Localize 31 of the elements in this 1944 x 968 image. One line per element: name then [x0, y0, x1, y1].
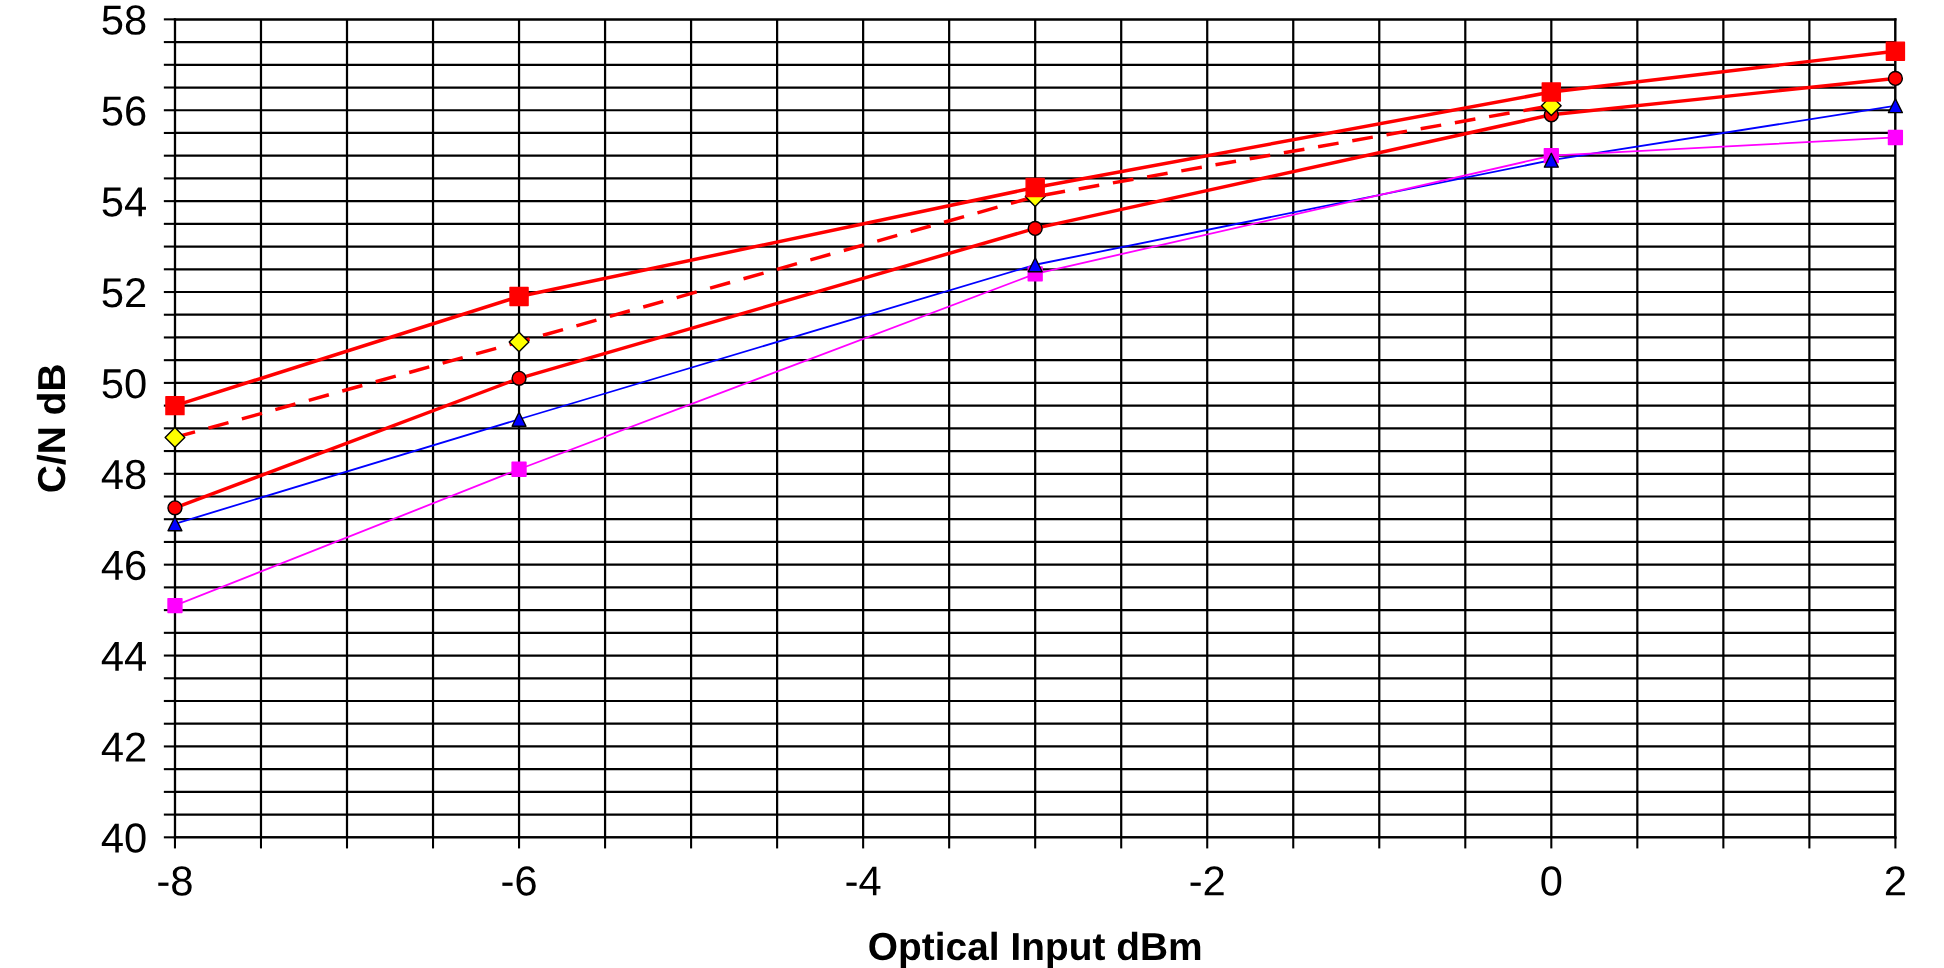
y-tick-label: 40	[101, 823, 146, 853]
y-tick-label: 50	[102, 368, 146, 399]
x-tick-label: -8	[158, 866, 192, 896]
point	[167, 597, 183, 614]
point	[511, 411, 527, 427]
y-tick-label: 58	[102, 5, 146, 35]
point	[508, 331, 530, 353]
point	[509, 286, 529, 307]
point	[1541, 82, 1562, 102]
x-tick-label: 2	[1885, 866, 1905, 896]
x-tick-label: -6	[502, 866, 536, 896]
x-tick-label: 0	[1541, 866, 1562, 896]
y-tick-label: 42	[101, 732, 146, 762]
x-axis-title: Optical Input dBm	[869, 931, 1201, 968]
y-tick-label: 46	[101, 550, 146, 581]
y-tick-label: 54	[102, 187, 146, 217]
point	[167, 516, 183, 532]
point	[1887, 98, 1904, 114]
point	[1885, 41, 1906, 61]
point	[511, 461, 527, 477]
point	[1543, 152, 1559, 168]
y-axis-title: C/N dB	[36, 365, 66, 492]
point	[1027, 257, 1043, 273]
y-tick-label: 52	[102, 278, 146, 308]
x-tick-label: -2	[1190, 866, 1224, 896]
point	[1887, 129, 1904, 146]
x-tick-label: -4	[846, 866, 881, 896]
point	[1025, 177, 1045, 198]
y-tick-label: 44	[101, 641, 146, 671]
y-tick-label: 48	[101, 459, 146, 490]
y-tick-label: 56	[102, 96, 146, 126]
